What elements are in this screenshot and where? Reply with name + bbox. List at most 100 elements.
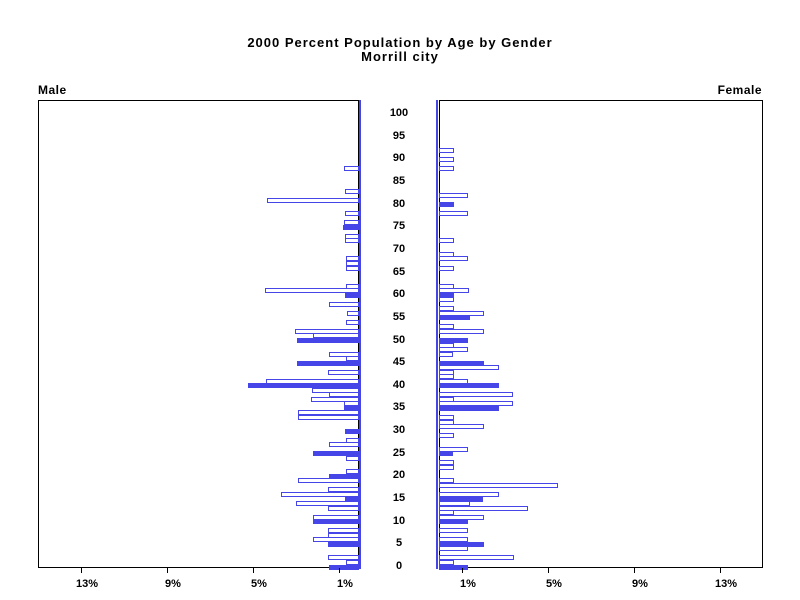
female-bar-age-4 [439, 546, 468, 551]
female-bar-age-61 [439, 288, 469, 293]
age-tick-label-0: 0 [395, 560, 403, 572]
male-bar-age-67 [346, 261, 359, 266]
female-bar-age-42 [439, 374, 454, 379]
age-tick-label-75: 75 [392, 220, 406, 232]
age-tick-label-90: 90 [392, 152, 406, 164]
female-plot-panel [439, 100, 763, 570]
age-tick-label-35: 35 [392, 401, 406, 413]
male-bar-age-2 [328, 555, 359, 560]
female-bar-age-92 [439, 148, 454, 153]
age-tick-label-55: 55 [392, 311, 406, 323]
age-tick-label-100: 100 [389, 107, 409, 119]
male-bar-age-21 [346, 469, 359, 474]
male-bar-age-81 [267, 198, 359, 203]
age-tick-label-20: 20 [392, 469, 406, 481]
female-bar-age-19 [439, 478, 454, 483]
female-pct-tick-5 [548, 568, 549, 573]
male-pct-label-5: 5% [251, 578, 267, 590]
male-bar-age-45 [297, 361, 359, 366]
female-bar-age-55 [439, 315, 470, 320]
female-bar-age-31 [439, 424, 484, 429]
female-bar-age-8 [439, 528, 468, 533]
female-bar-age-57 [439, 306, 454, 311]
female-bar-age-13 [439, 506, 528, 511]
female-bar-age-0 [439, 565, 468, 570]
male-bar-age-27 [329, 442, 359, 447]
female-bar-age-40 [439, 383, 499, 388]
age-tick-label-95: 95 [392, 130, 406, 142]
male-pct-tick-5 [253, 568, 254, 573]
female-bar-age-78 [439, 211, 468, 216]
male-bar-age-72 [345, 238, 359, 243]
female-bar-age-23 [439, 460, 454, 465]
male-pct-label-1: 1% [337, 578, 353, 590]
female-bar-age-18 [439, 483, 558, 488]
female-bar-age-33 [439, 415, 454, 420]
female-bar-age-44 [439, 365, 499, 370]
male-bar-age-36 [344, 401, 359, 406]
male-bar-age-68 [346, 256, 359, 261]
male-bar-age-46 [346, 356, 359, 361]
female-bar-age-68 [439, 256, 468, 261]
male-bar-age-61 [265, 288, 359, 293]
female-bar-age-36 [439, 401, 513, 406]
male-bar-age-51 [313, 333, 359, 338]
female-bar-age-80 [439, 202, 454, 207]
female-bar-age-10 [439, 519, 468, 524]
male-pct-label-13: 13% [75, 578, 99, 590]
male-bar-age-66 [346, 266, 359, 271]
female-bar-age-59 [439, 297, 454, 302]
male-bar-age-78 [345, 211, 359, 216]
male-bar-age-16 [281, 492, 359, 497]
male-plot-panel [38, 100, 359, 570]
male-bar-age-0 [329, 565, 359, 570]
age-tick-label-70: 70 [392, 243, 406, 255]
male-bar-age-13 [328, 506, 359, 511]
male-bar-age-5 [328, 542, 359, 547]
age-tick-label-40: 40 [392, 379, 406, 391]
female-bar-age-88 [439, 166, 454, 171]
male-bar-age-83 [345, 189, 359, 194]
female-pct-label-5: 5% [546, 578, 562, 590]
male-bar-age-6 [313, 537, 359, 542]
female-bar-age-26 [439, 447, 468, 452]
female-bar-age-25 [439, 451, 453, 456]
male-bar-age-38 [329, 392, 359, 397]
male-bar-age-30 [345, 429, 359, 434]
male-bar-age-43 [328, 370, 359, 375]
female-pct-tick-9 [634, 568, 635, 573]
male-pct-label-9: 9% [165, 578, 181, 590]
male-bar-age-40 [248, 383, 359, 388]
female-bar-age-16 [439, 492, 499, 497]
male-pct-tick-1 [339, 568, 340, 573]
male-pct-tick-9 [167, 568, 168, 573]
female-pct-label-13: 13% [714, 578, 738, 590]
male-bar-age-37 [311, 397, 359, 402]
age-tick-label-10: 10 [392, 515, 406, 527]
age-tick-label-45: 45 [392, 356, 406, 368]
age-tick-label-65: 65 [392, 266, 406, 278]
male-bar-age-50 [297, 338, 359, 343]
chart-title-block: 2000 Percent Population by Age by Gender… [0, 36, 800, 64]
male-bar-age-60 [345, 293, 359, 298]
female-panel-label: Female [717, 83, 762, 97]
chart-subtitle: Morrill city [361, 49, 439, 64]
female-pct-label-1: 1% [460, 578, 476, 590]
female-bar-age-53 [439, 324, 454, 329]
age-tick-label-60: 60 [392, 288, 406, 300]
female-bar-age-38 [439, 392, 513, 397]
male-bar-age-34 [298, 410, 359, 415]
female-pct-tick-13 [720, 568, 721, 573]
female-bar-age-22 [439, 465, 454, 470]
female-bar-age-2 [439, 555, 514, 560]
age-tick-label-15: 15 [392, 492, 406, 504]
female-pct-label-9: 9% [632, 578, 648, 590]
male-bar-age-47 [329, 352, 359, 357]
age-tick-label-30: 30 [392, 424, 406, 436]
male-panel-label: Male [38, 83, 67, 97]
age-tick-label-50: 50 [392, 334, 406, 346]
male-bar-age-10 [313, 519, 359, 524]
male-bar-age-1 [346, 560, 359, 565]
female-bar-age-14 [439, 501, 470, 506]
male-bar-age-14 [296, 501, 359, 506]
